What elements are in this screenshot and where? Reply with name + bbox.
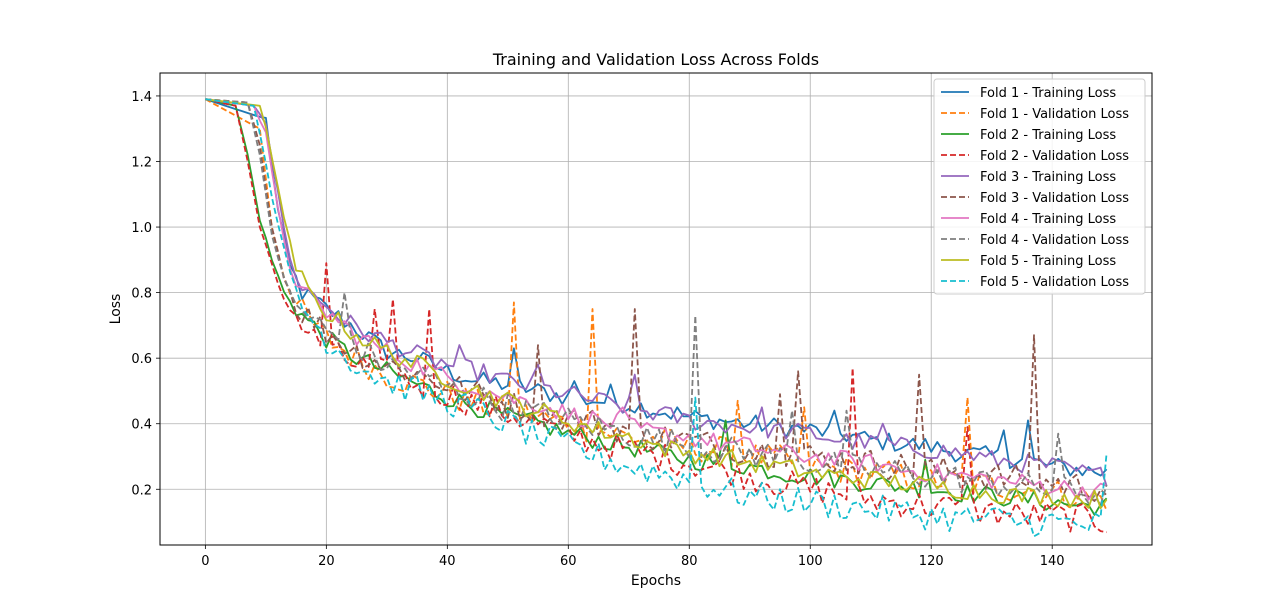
y-tick-label: 1.2: [131, 156, 152, 171]
series-line-fold-4-validation: [205, 98, 1108, 506]
y-tick-label: 0.4: [131, 418, 152, 433]
plot-frame: [159, 72, 1153, 546]
chart-title: Training and Validation Loss Across Fold…: [492, 50, 819, 69]
series-line-fold-2-validation: [205, 98, 1107, 534]
legend-label: Fold 2 - Validation Loss: [980, 149, 1129, 164]
legend-label: Fold 1 - Training Loss: [980, 86, 1116, 101]
y-tick-label: 1.4: [131, 90, 152, 105]
legend-label: Fold 3 - Validation Loss: [980, 191, 1129, 206]
series-line-fold-5-training: [205, 98, 1108, 510]
x-tick-label: 100: [798, 554, 823, 569]
x-tick-label: 40: [439, 554, 456, 569]
y-tick-label: 0.8: [131, 287, 152, 302]
x-tick-label: 20: [318, 554, 335, 569]
legend-label: Fold 5 - Validation Loss: [980, 275, 1129, 290]
x-tick-label: 120: [919, 554, 944, 569]
x-tick-label: 0: [201, 554, 209, 569]
y-tick-label: 1.0: [131, 221, 152, 236]
y-axis-ticks: 0.2 0.4 0.6 0.8 1.0 1.2 1.4: [131, 90, 160, 498]
legend-label: Fold 2 - Training Loss: [980, 128, 1116, 143]
legend-label: Fold 3 - Training Loss: [980, 170, 1116, 185]
y-tick-label: 0.2: [131, 483, 152, 498]
series-lines: [204, 98, 1108, 538]
x-axis-ticks: 0 20 40 60 80 100 120 140: [201, 545, 1065, 569]
series-line-fold-2-training: [205, 98, 1108, 516]
legend-label: Fold 4 - Training Loss: [980, 212, 1116, 227]
x-tick-label: 80: [681, 554, 698, 569]
x-tick-label: 140: [1040, 554, 1065, 569]
x-tick-label: 60: [560, 554, 577, 569]
legend-label: Fold 1 - Validation Loss: [980, 107, 1129, 122]
y-axis-label: Loss: [108, 294, 124, 325]
series-line-fold-5-validation: [205, 98, 1108, 538]
legend: Fold 1 - Training Loss Fold 1 - Validatio…: [933, 78, 1146, 295]
y-tick-label: 0.6: [131, 352, 152, 367]
legend-box: [933, 78, 1146, 295]
legend-label: Fold 5 - Training Loss: [980, 254, 1116, 269]
legend-label: Fold 4 - Validation Loss: [980, 233, 1129, 248]
series-line-fold-3-training: [205, 98, 1108, 487]
x-axis-label: Epochs: [631, 573, 681, 589]
